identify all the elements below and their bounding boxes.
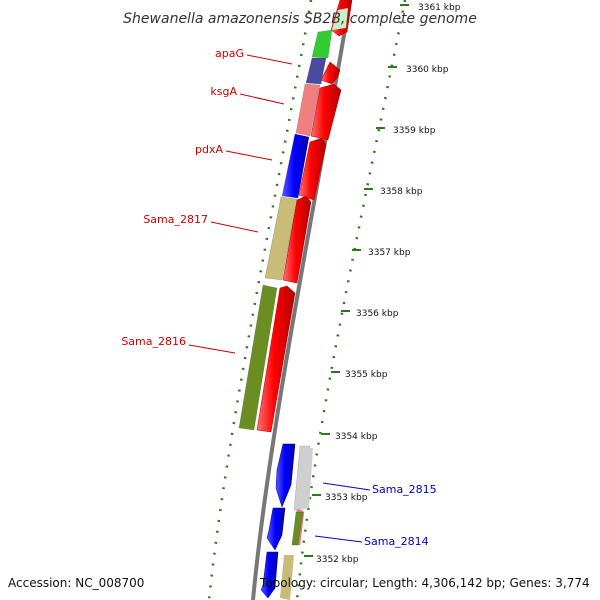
apaG-adjacent-gene-block[interactable] bbox=[305, 57, 327, 85]
leader-line-Sama_2815 bbox=[322, 482, 371, 491]
scale-label-3353: 3353 kbp bbox=[325, 493, 368, 503]
grey-gene-block[interactable] bbox=[297, 448, 313, 510]
scale-label-3354: 3354 kbp bbox=[335, 432, 378, 442]
pdxA-gene-block[interactable] bbox=[281, 133, 310, 199]
leader-line-apaG bbox=[246, 54, 293, 65]
forward-cds-arrow-2[interactable] bbox=[320, 61, 341, 85]
reverse-cds-arrow-2[interactable] bbox=[266, 507, 286, 551]
forward-cds-arrow-5[interactable] bbox=[282, 195, 312, 284]
Sama_2817-gene-block[interactable] bbox=[264, 196, 298, 281]
scale-label-3360: 3360 kbp bbox=[406, 65, 449, 75]
forward-cds-arrow-4[interactable] bbox=[298, 137, 327, 201]
scale-label-3358: 3358 kbp bbox=[380, 187, 423, 197]
gene-label-Sama_2815[interactable]: Sama_2815 bbox=[372, 483, 437, 496]
reverse-cds-arrow-1[interactable] bbox=[275, 443, 296, 508]
leader-line-ksgA bbox=[239, 93, 285, 105]
scale-label-3352: 3352 kbp bbox=[316, 555, 359, 565]
gene-label-Sama_2816[interactable]: Sama_2816 bbox=[121, 335, 186, 348]
leader-line-Sama_2816 bbox=[188, 344, 236, 354]
scale-label-3355: 3355 kbp bbox=[345, 370, 388, 380]
scale-label-3361: 3361 kbp bbox=[418, 3, 461, 13]
scale-label-3357: 3357 kbp bbox=[368, 248, 411, 258]
scale-label-3356: 3356 kbp bbox=[356, 309, 399, 319]
Sama_2816-gene-block[interactable] bbox=[238, 284, 278, 431]
ksgA-gene-block[interactable] bbox=[295, 83, 321, 137]
forward-cds-small[interactable] bbox=[332, 8, 348, 30]
reverse-cds-arrow-3[interactable] bbox=[260, 551, 279, 599]
Sama_2814-gene-block[interactable] bbox=[291, 511, 304, 546]
gene-label-pdxA[interactable]: pdxA bbox=[195, 143, 223, 156]
apaG-gene-block[interactable] bbox=[311, 29, 333, 59]
leader-line-Sama_2817 bbox=[210, 221, 259, 233]
topology-label: Topology: circular; Length: 4,306,142 bp… bbox=[259, 576, 590, 590]
gene-label-Sama_2814[interactable]: Sama_2814 bbox=[364, 535, 429, 548]
leader-line-pdxA bbox=[225, 150, 273, 161]
forward-cds-arrow-3[interactable] bbox=[310, 83, 342, 141]
olive-gene-block-bottom[interactable] bbox=[280, 555, 294, 600]
accession-label: Accession: NC_008700 bbox=[8, 576, 144, 590]
gene-label-Sama_2817[interactable]: Sama_2817 bbox=[143, 213, 208, 226]
gene-label-apaG[interactable]: apaG bbox=[215, 47, 244, 60]
map-title: Shewanella amazonensis SB2B, complete ge… bbox=[123, 11, 477, 27]
gene-label-ksgA[interactable]: ksgA bbox=[210, 85, 237, 98]
inner-dotted-track bbox=[207, 0, 313, 600]
scale-label-3359: 3359 kbp bbox=[393, 126, 436, 136]
leader-line-Sama_2814 bbox=[314, 535, 363, 543]
forward-cds-arrow-6[interactable] bbox=[256, 285, 296, 433]
